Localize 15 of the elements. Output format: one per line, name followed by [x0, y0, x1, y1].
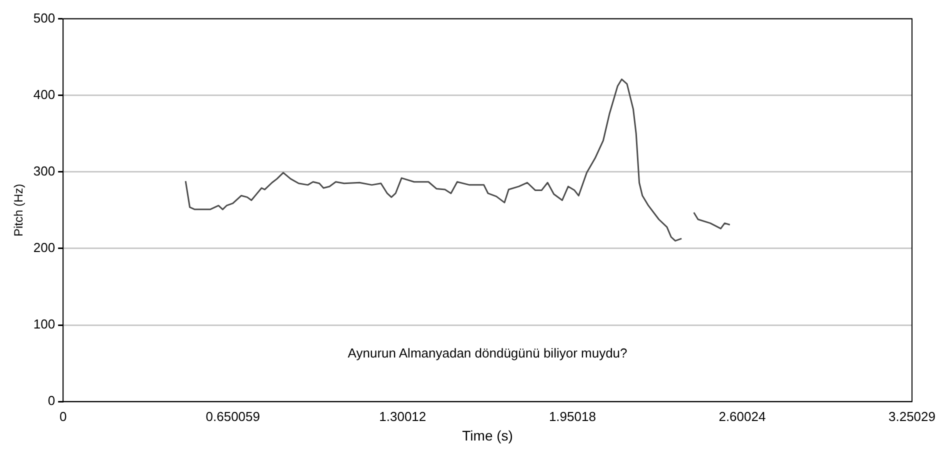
x-axis-title: Time (s) [462, 427, 513, 444]
y-tick-label: 0 [48, 393, 56, 408]
x-tick-label: 2.60024 [718, 408, 766, 424]
x-tick-label: 0 [59, 408, 67, 424]
x-tick-label: 0.650059 [206, 408, 260, 424]
y-tick-label: 500 [33, 10, 56, 26]
y-axis-title: Pitch (Hz) [12, 184, 26, 237]
y-tick-label: 100 [33, 316, 56, 332]
y-tick-label: 200 [33, 240, 56, 256]
x-tick-label: 1.95018 [548, 408, 596, 424]
annotation: Aynurun Almanyadan döndügünü biliyor muydu? [348, 346, 628, 361]
x-tick-label: 1.30012 [379, 408, 426, 424]
y-tick-label: 300 [33, 164, 56, 178]
y-tick-label: 400 [33, 86, 56, 102]
x-tick-label: 3.25029 [888, 408, 936, 424]
